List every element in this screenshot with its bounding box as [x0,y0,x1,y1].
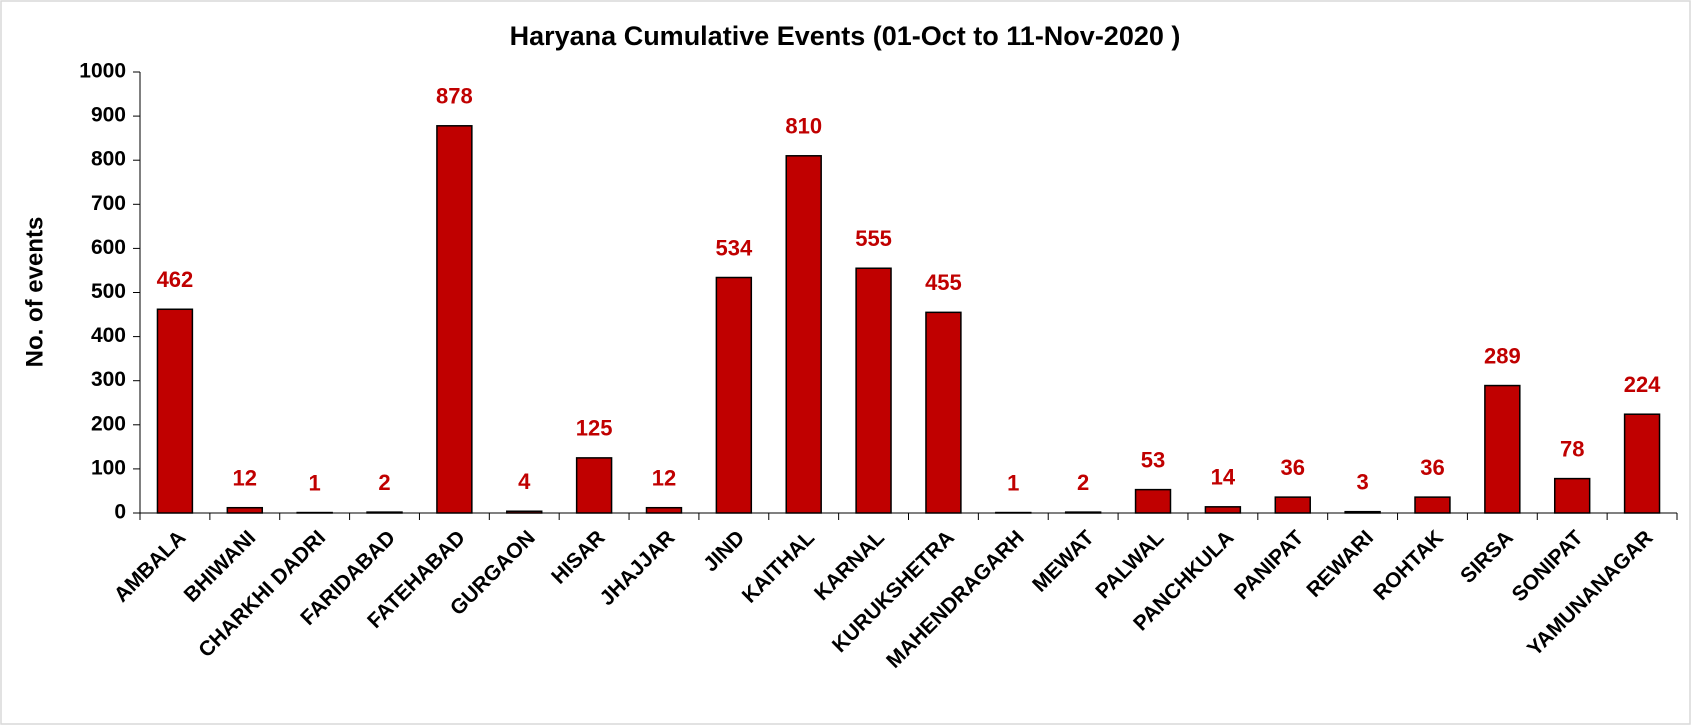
bar [1484,384,1521,514]
bar [366,511,403,514]
bar [1274,496,1311,514]
value-label: 455 [925,270,962,295]
bar [226,506,264,514]
value-label: 555 [855,226,892,251]
bar [1204,506,1242,514]
value-label: 53 [1141,447,1165,472]
value-label: 36 [1281,455,1305,480]
value-label: 36 [1420,455,1444,480]
y-tick-label: 500 [91,280,126,303]
bar [1064,511,1102,514]
bar [1623,413,1661,514]
value-label: 125 [576,416,613,441]
value-label: 289 [1484,343,1521,368]
y-tick-label: 600 [91,236,126,259]
bar [575,457,613,514]
y-tick-label: 800 [91,148,126,171]
y-tick-label: 700 [91,192,126,215]
value-label: 78 [1560,436,1584,461]
value-label: 1 [309,470,321,495]
y-tick-label: 0 [114,501,126,524]
value-label: 12 [652,466,676,491]
bar [506,510,543,514]
bar [855,267,892,514]
bar [715,276,753,514]
y-tick-label: 100 [91,456,126,479]
value-label: 462 [157,267,194,292]
value-label: 14 [1211,465,1236,490]
bar [1134,488,1172,514]
bar [645,506,683,514]
y-tick-label: 900 [91,104,126,127]
value-label: 1 [1007,470,1019,495]
value-label: 810 [785,114,822,139]
value-label: 224 [1624,372,1661,397]
value-label: 2 [1077,470,1089,495]
y-tick-label: 200 [91,412,126,435]
value-label: 3 [1356,469,1368,494]
bar [436,125,473,514]
bar [1553,477,1591,514]
y-tick-label: 1000 [79,60,126,83]
y-tick-label: 300 [91,368,126,391]
y-axis-label: No. of events [21,217,48,368]
value-label: 878 [436,84,473,109]
bar [925,311,962,514]
bar [156,308,194,514]
value-label: 12 [233,466,257,491]
y-tick-label: 400 [91,324,126,347]
bar [1344,510,1381,514]
bar [1414,496,1451,514]
bar [785,155,822,514]
value-label: 2 [378,470,390,495]
chart-title: Haryana Cumulative Events (01-Oct to 11-… [510,21,1181,51]
value-label: 534 [715,235,752,260]
value-label: 4 [518,469,531,494]
